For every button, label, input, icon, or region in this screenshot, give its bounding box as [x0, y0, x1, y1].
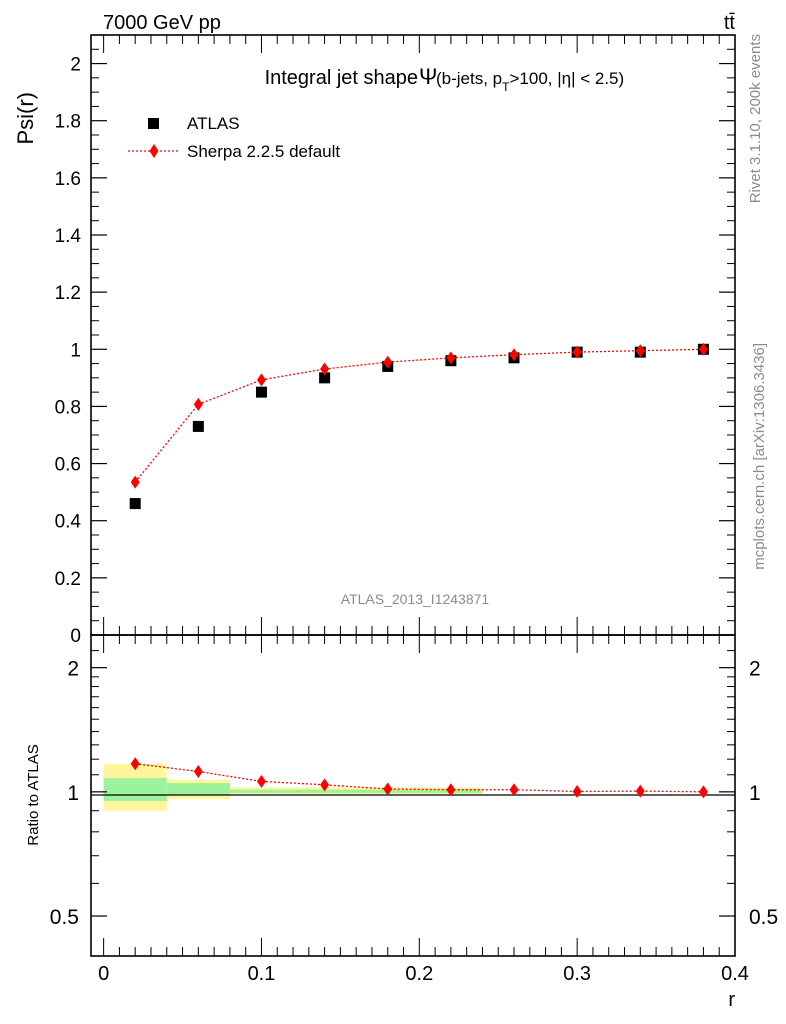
ratio-sherpa-point — [698, 785, 708, 799]
main-y-tick-label: 1.8 — [55, 112, 81, 133]
main-y-tick-label: 0.4 — [55, 512, 82, 533]
chart-title-sub-a: (b-jets, p — [436, 69, 502, 88]
sherpa-data-point — [193, 397, 203, 411]
sherpa-data-point — [698, 342, 708, 356]
x-tick-label: 0.4 — [721, 963, 749, 985]
sherpa-data-point — [572, 345, 582, 359]
chart-title-sub-b: >100, |η| < 2.5) — [509, 69, 624, 88]
sherpa-data-point — [320, 362, 330, 376]
ratio-axis-ticks: 0.5 0.5 1 1 2 2 0 0.1 0.2 0.3 0.4 — [50, 634, 778, 985]
ratio-plot-panel: 0.5 0.5 1 1 2 2 0 0.1 0.2 0.3 0.4 Ratio to ATLAS r — [25, 634, 778, 1011]
ratio-plot-frame — [90, 634, 736, 957]
ratio-sherpa-point — [446, 783, 456, 797]
ratio-y-axis-label: Ratio to ATLAS — [25, 744, 42, 845]
main-axis-ticks: 0 0.2 0.4 0.6 0.8 1 1.2 1.4 1.6 1.8 2 — [55, 34, 736, 647]
main-y-tick-label: 0.8 — [55, 397, 81, 418]
ratio-sherpa-point — [320, 778, 330, 792]
sherpa-data-point — [383, 355, 393, 369]
legend: ATLAS Sherpa 2.2.5 default — [128, 114, 340, 161]
legend-sherpa-marker — [149, 144, 159, 158]
main-y-tick-label: 0 — [70, 626, 81, 647]
atlas-data-point — [192, 420, 204, 432]
legend-atlas-label: ATLAS — [187, 114, 240, 133]
main-y-tick-label: 1.2 — [55, 283, 81, 304]
sherpa-data-point — [509, 348, 519, 362]
x-tick-label: 0 — [98, 963, 109, 985]
legend-atlas-marker — [148, 118, 159, 129]
sherpa-data-point — [446, 351, 456, 365]
atlas-data-point — [129, 498, 141, 510]
x-tick-label: 0.3 — [563, 963, 591, 985]
x-tick-label: 0.2 — [405, 963, 433, 985]
ratio-sherpa-point — [509, 783, 519, 797]
ratio-sherpa-point — [193, 765, 203, 779]
chart-title-symbol: Ψ — [419, 64, 437, 89]
main-y-tick-label: 0.6 — [55, 455, 81, 476]
ratio-y-tick-label: 0.5 — [50, 906, 79, 929]
sherpa-data-point — [130, 475, 140, 489]
ratio-sherpa-point — [130, 757, 140, 771]
chart-title-sub-t: T — [502, 80, 510, 94]
header-left-label: 7000 GeV pp — [103, 12, 221, 34]
ratio-sherpa-line — [135, 763, 704, 793]
ratio-band-green — [103, 778, 167, 802]
main-data-layer — [129, 342, 709, 510]
x-tick-label: 0.1 — [248, 963, 276, 985]
sherpa-series-line — [134, 348, 704, 483]
side-label-top: Rivet 3.1.10, 200k events — [747, 34, 764, 203]
ratio-y-tick-label-right: 1 — [749, 782, 761, 805]
side-label-bottom: mcplots.cern.ch [arXiv:1306.3436] — [751, 343, 768, 570]
sherpa-data-point — [256, 373, 266, 387]
ratio-y-tick-label: 2 — [67, 658, 79, 681]
ratio-sherpa-point — [256, 774, 266, 788]
chart-title: Integral jet shape — [265, 67, 418, 89]
ratio-y-tick-label: 1 — [67, 782, 79, 805]
main-y-tick-label: 1.4 — [55, 226, 82, 247]
atlas-data-point — [319, 372, 331, 384]
ratio-uncertainty-bands — [103, 763, 483, 811]
ratio-y-tick-label-right: 0.5 — [749, 906, 778, 929]
atlas-data-point — [255, 386, 267, 398]
ratio-sherpa-point — [635, 784, 645, 798]
main-y-axis-label: Psi(r) — [13, 92, 38, 145]
header-right-label: tt̄ — [724, 12, 736, 34]
main-y-tick-label: 1 — [70, 340, 81, 361]
ratio-sherpa-point — [572, 784, 582, 798]
chart-title-suffix: (b-jets, pT>100, |η| < 2.5) — [436, 69, 624, 94]
sherpa-data-point — [635, 344, 645, 358]
ratio-band-green — [166, 783, 230, 796]
ratio-data-layer — [130, 757, 708, 799]
x-axis-label: r — [728, 989, 735, 1011]
ratio-sherpa-point — [383, 782, 393, 796]
analysis-watermark: ATLAS_2013_I1243871 — [341, 591, 490, 607]
ratio-y-tick-label-right: 2 — [749, 658, 761, 681]
main-y-tick-label: 1.6 — [55, 169, 81, 190]
ratio-band-green — [229, 789, 483, 794]
main-plot-panel: 0 0.2 0.4 0.6 0.8 1 1.2 1.4 1.6 1.8 2 Integral jet… — [13, 34, 736, 647]
main-y-tick-label: 2 — [70, 55, 81, 76]
legend-sherpa-label: Sherpa 2.2.5 default — [187, 142, 340, 161]
main-y-tick-label: 0.2 — [55, 569, 81, 590]
